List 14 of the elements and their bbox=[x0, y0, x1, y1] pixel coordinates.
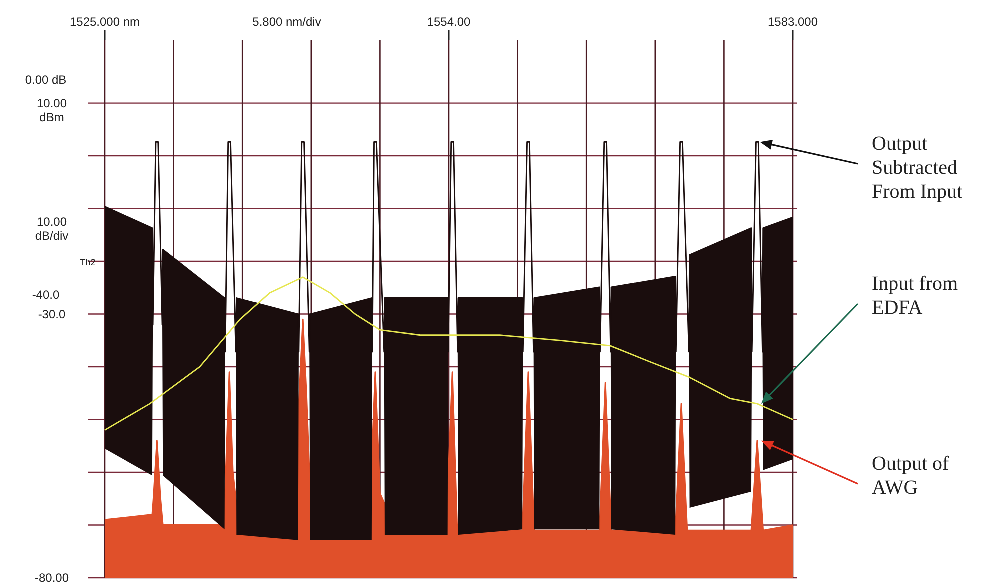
y-tick-label: -30.0 bbox=[38, 307, 66, 322]
text: Output of AWG bbox=[872, 453, 950, 499]
y-axis-title: 10.00 dB/div bbox=[35, 215, 69, 243]
x-axis-title: 5.800 nm/div bbox=[252, 15, 322, 29]
y-tick-label: 10.00 dBm bbox=[36, 96, 68, 124]
x-tick-label: 1525.000 nm bbox=[70, 15, 140, 29]
text: Input from EDFA bbox=[872, 273, 959, 319]
text: Th2 bbox=[80, 258, 96, 268]
y-tick-label: -80.00 bbox=[34, 571, 70, 585]
y2-tick-label: -40.0 bbox=[32, 288, 60, 302]
legend-label: Output Subtracted From Input bbox=[872, 133, 963, 203]
x-tick-label: 1554.00 bbox=[427, 15, 472, 29]
x-tick-label: 1583.000 bbox=[768, 15, 818, 29]
y2-tick-label: 0.00 dB bbox=[25, 73, 67, 88]
